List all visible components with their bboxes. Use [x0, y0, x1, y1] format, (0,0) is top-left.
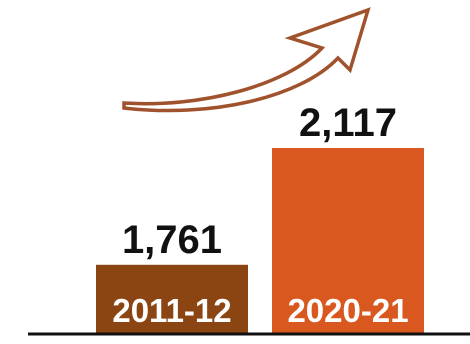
data-label: 1,761: [122, 218, 222, 262]
trend-arrow-shape: [124, 10, 368, 111]
trend-arrow-icon: [124, 10, 368, 111]
category-label: 2011-12: [112, 292, 231, 329]
category-label: 2020-21: [287, 292, 408, 329]
data-label: 2,117: [299, 101, 397, 145]
bars: 1,761 2011-12 2,117 2020-21: [96, 101, 424, 334]
